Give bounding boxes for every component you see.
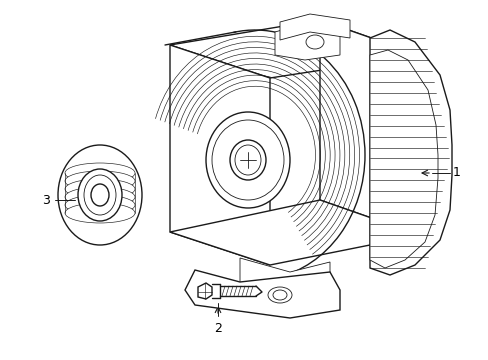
Ellipse shape [65, 203, 135, 223]
Ellipse shape [65, 171, 135, 191]
Polygon shape [198, 283, 212, 299]
Text: 1: 1 [452, 166, 460, 180]
Ellipse shape [65, 163, 135, 183]
Ellipse shape [212, 120, 284, 200]
Ellipse shape [78, 169, 122, 221]
Polygon shape [240, 258, 329, 295]
Polygon shape [369, 30, 451, 275]
Ellipse shape [65, 195, 135, 215]
Ellipse shape [305, 35, 324, 49]
Ellipse shape [91, 184, 109, 206]
Text: 3: 3 [42, 194, 50, 207]
Polygon shape [170, 200, 419, 265]
Ellipse shape [229, 140, 265, 180]
Ellipse shape [84, 175, 116, 215]
Polygon shape [170, 45, 269, 265]
Polygon shape [184, 270, 339, 318]
Ellipse shape [267, 287, 291, 303]
Polygon shape [369, 50, 437, 268]
Ellipse shape [65, 187, 135, 207]
Text: 2: 2 [214, 322, 222, 335]
Polygon shape [280, 14, 349, 40]
Polygon shape [274, 22, 339, 60]
Polygon shape [170, 20, 419, 78]
Polygon shape [319, 20, 419, 235]
Ellipse shape [272, 290, 286, 300]
Ellipse shape [235, 145, 261, 175]
Ellipse shape [65, 179, 135, 199]
Ellipse shape [58, 145, 142, 245]
Ellipse shape [205, 112, 289, 208]
